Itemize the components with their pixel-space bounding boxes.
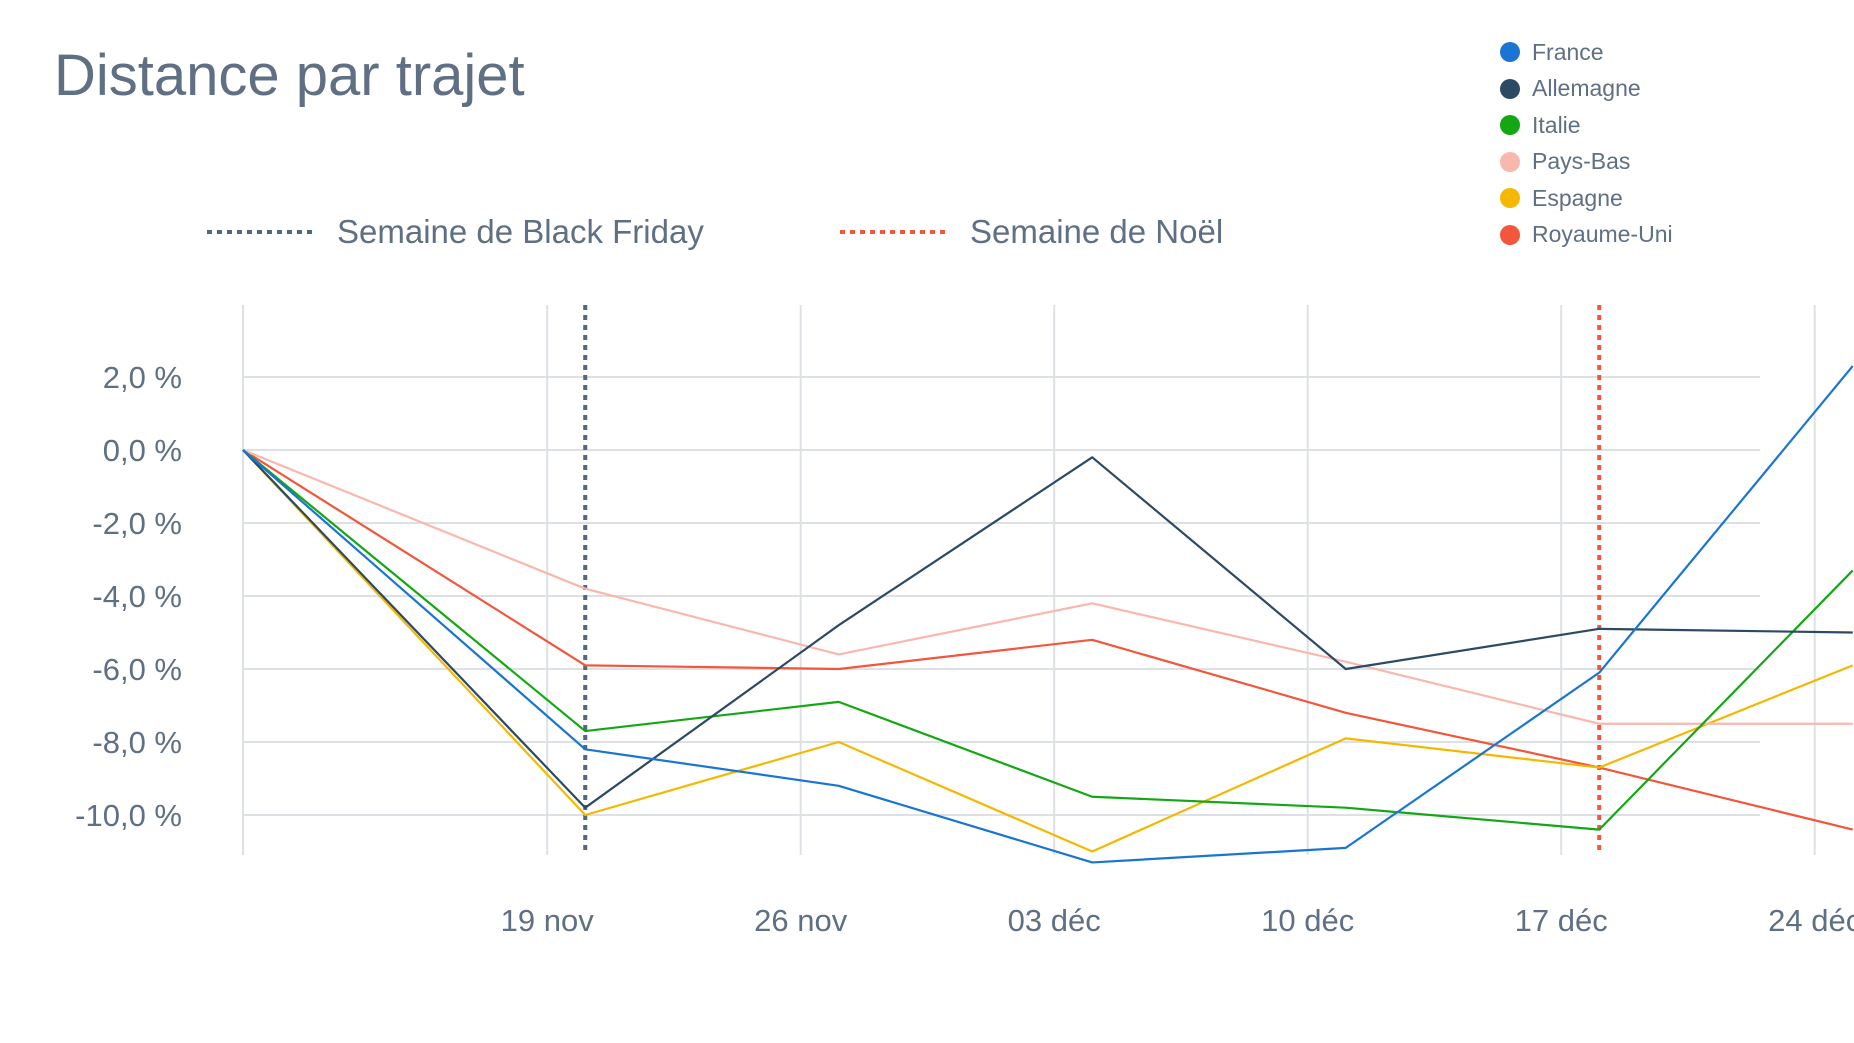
y-tick-label: 0,0 % <box>103 433 182 468</box>
legend: France Allemagne Italie Pays-Bas Espagne Roya… <box>1500 34 1673 253</box>
legend-marker <box>1500 42 1520 63</box>
annotation-lines <box>583 305 1602 855</box>
y-tick-label: 2,0 % <box>103 360 182 395</box>
series-line-italie <box>242 449 1854 831</box>
legend-marker <box>1500 78 1520 99</box>
annotation-legend-label: Semaine de Noël <box>970 213 1223 250</box>
x-tick-label: 19 nov <box>501 903 595 938</box>
legend-label: Italie <box>1532 111 1581 138</box>
x-tick-label: 17 déc <box>1515 903 1608 938</box>
y-tick-label: -8,0 % <box>92 725 182 760</box>
series-lines <box>242 365 1854 864</box>
y-tick-label: -10,0 % <box>75 798 182 833</box>
legend-marker <box>1500 151 1520 172</box>
annotation-legend: Semaine de Black Friday Semaine de Noël <box>207 213 1223 250</box>
legend-marker <box>1500 188 1520 209</box>
series-line-espagne <box>242 449 1854 853</box>
legend-label: Allemagne <box>1532 75 1641 102</box>
x-axis: 19 nov 26 nov 03 déc 10 déc 17 déc 24 déc <box>501 903 1854 938</box>
legend-label: Pays-Bas <box>1532 148 1631 175</box>
series-line-pays-bas <box>242 448 1853 725</box>
y-tick-label: -2,0 % <box>92 506 182 541</box>
legend-label: France <box>1532 38 1604 65</box>
x-tick-label: 03 déc <box>1008 903 1101 938</box>
legend-item: Allemagne <box>1500 71 1673 108</box>
legend-item: Italie <box>1500 107 1673 144</box>
y-tick-label: -4,0 % <box>92 579 182 614</box>
series-line-royaume-uni <box>242 449 1853 831</box>
x-tick-label: 10 déc <box>1261 903 1354 938</box>
legend-item: Pays-Bas <box>1500 144 1673 181</box>
legend-item: France <box>1500 34 1673 71</box>
series-line-france <box>242 365 1854 864</box>
grid-lines <box>242 305 1816 855</box>
series-line-allemagne <box>242 449 1853 809</box>
chart-title: Distance par trajet <box>54 43 525 108</box>
legend-item: Espagne <box>1500 180 1673 217</box>
y-tick-label: -6,0 % <box>92 652 182 687</box>
x-tick-label: 26 nov <box>754 903 848 938</box>
legend-item: Royaume-Uni <box>1500 217 1673 254</box>
legend-label: Royaume-Uni <box>1532 221 1673 248</box>
x-tick-label: 24 déc <box>1768 903 1854 938</box>
annotation-legend-label: Semaine de Black Friday <box>337 213 704 250</box>
legend-label: Espagne <box>1532 184 1623 211</box>
legend-marker <box>1500 224 1520 245</box>
legend-marker <box>1500 115 1520 136</box>
y-axis: 2,0 % 0,0 % -2,0 % -4,0 % -6,0 % -8,0 % -10,0 … <box>75 360 182 833</box>
